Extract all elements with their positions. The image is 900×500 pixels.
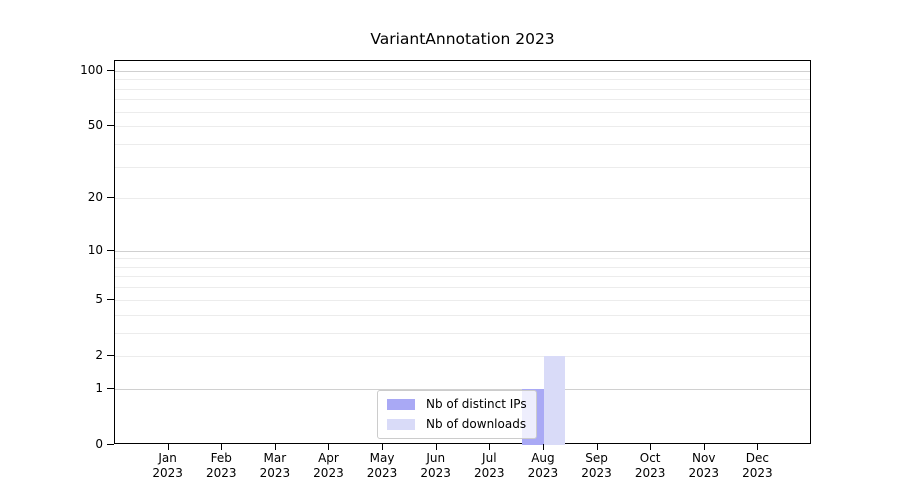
x-tick-mark xyxy=(275,444,276,450)
x-tick-mark xyxy=(168,444,169,450)
minor-gridline xyxy=(115,79,810,81)
y-axis-tick-label: 100 xyxy=(80,62,103,77)
minor-gridline xyxy=(115,143,810,145)
minor-gridline xyxy=(115,258,810,260)
y-tick-mark xyxy=(107,299,114,300)
x-tick-mark xyxy=(757,444,758,450)
x-axis-tick-label: Mar 2023 xyxy=(259,451,291,480)
legend-label-downloads: Nb of downloads xyxy=(426,417,527,431)
plot-area xyxy=(114,60,811,445)
y-tick-mark xyxy=(107,250,114,251)
x-tick-mark xyxy=(328,444,329,450)
x-tick-mark xyxy=(704,444,705,450)
major-gridline xyxy=(115,388,810,390)
minor-gridline xyxy=(115,299,810,301)
y-axis-tick-label: 2 xyxy=(95,347,103,362)
x-axis-tick-label: Jun 2023 xyxy=(420,451,451,480)
x-tick-mark xyxy=(221,444,222,450)
minor-gridline xyxy=(115,198,810,200)
x-axis-tick-label: Feb 2023 xyxy=(205,451,237,480)
minor-gridline xyxy=(115,355,810,357)
y-axis-tick-label: 50 xyxy=(87,118,103,133)
legend-item-distinct-ips: Nb of distinct IPs xyxy=(387,397,527,412)
x-axis-tick-label: Aug 2023 xyxy=(527,451,559,480)
y-tick-mark xyxy=(107,388,114,389)
gridlines-layer xyxy=(115,61,810,443)
x-tick-mark xyxy=(382,444,383,450)
x-axis-tick-label: Nov 2023 xyxy=(688,451,720,480)
major-gridline xyxy=(115,250,810,252)
legend-item-downloads: Nb of downloads xyxy=(387,417,527,432)
legend: Nb of distinct IPs Nb of downloads xyxy=(377,390,537,439)
x-tick-mark xyxy=(597,444,598,450)
x-axis-tick-label: May 2023 xyxy=(366,451,398,480)
y-axis-tick-label: 20 xyxy=(87,190,103,205)
minor-gridline xyxy=(115,266,810,268)
minor-gridline xyxy=(115,314,810,316)
x-axis-tick-label: Jan 2023 xyxy=(152,451,183,480)
y-tick-mark xyxy=(107,125,114,126)
y-tick-mark xyxy=(107,444,114,445)
y-axis-tick-label: 0 xyxy=(95,437,103,451)
chart-title: VariantAnnotation 2023 xyxy=(370,30,555,48)
y-axis-tick-label: 1 xyxy=(95,380,103,395)
x-axis-tick-label: Dec 2023 xyxy=(742,451,773,480)
minor-gridline xyxy=(115,287,810,289)
minor-gridline xyxy=(115,332,810,334)
y-axis-tick-label: 5 xyxy=(95,291,103,306)
y-axis-tick-label: 10 xyxy=(87,242,103,257)
minor-gridline xyxy=(115,166,810,168)
x-axis-tick-label: Oct 2023 xyxy=(634,451,666,480)
x-axis-tick-label: Apr 2023 xyxy=(313,451,344,480)
legend-label-distinct-ips: Nb of distinct IPs xyxy=(426,397,527,411)
x-tick-mark xyxy=(650,444,651,450)
y-tick-mark xyxy=(107,197,114,198)
x-axis-tick-label: Jul 2023 xyxy=(474,451,505,480)
legend-swatch-downloads xyxy=(387,419,415,430)
x-tick-mark xyxy=(489,444,490,450)
x-tick-mark xyxy=(543,444,544,450)
y-tick-mark xyxy=(107,355,114,356)
minor-gridline xyxy=(115,276,810,278)
legend-swatch-distinct-ips xyxy=(387,399,415,410)
major-gridline xyxy=(115,70,810,72)
x-tick-mark xyxy=(436,444,437,450)
minor-gridline xyxy=(115,88,810,90)
bars-layer xyxy=(115,61,810,445)
x-axis-tick-label: Sep 2023 xyxy=(581,451,612,480)
minor-gridline xyxy=(115,111,810,113)
y-tick-mark xyxy=(107,70,114,71)
minor-gridline xyxy=(115,126,810,128)
bar-nb-of-downloads xyxy=(543,355,566,445)
minor-gridline xyxy=(115,99,810,101)
